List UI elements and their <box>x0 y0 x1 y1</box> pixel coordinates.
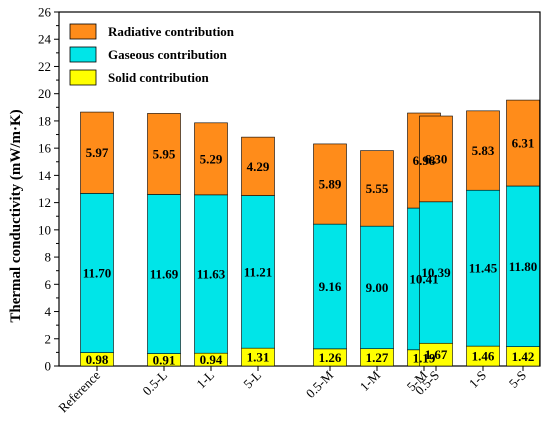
data-labels: 0.98 11.70 5.97 0.91 11.69 5.95 0.94 11.63 5.29 1… <box>83 136 538 368</box>
label-gaseous-9: 11.80 <box>509 259 538 274</box>
bar-gaseous-3 <box>241 195 275 349</box>
label-solid-5: 1.27 <box>366 350 389 365</box>
legend: Radiative contribution Gaseous contributi… <box>69 23 235 86</box>
y-tick-label: 8 <box>45 250 52 265</box>
y-tick-label: 26 <box>38 5 52 20</box>
x-tick-label: 0.5-M <box>303 367 337 401</box>
y-tick-label: 18 <box>38 113 51 128</box>
label-radiative-8: 5.83 <box>472 143 495 158</box>
label-solid-9: 1.42 <box>512 349 535 364</box>
label-radiative-0: 5.97 <box>86 145 109 160</box>
legend-label-1: Gaseous contribution <box>108 47 228 62</box>
x-tick-label: 1-L <box>193 367 217 391</box>
label-solid-7: 1.67 <box>425 347 448 362</box>
y-tick-label: 6 <box>45 277 52 292</box>
y-tick-label: 4 <box>45 304 52 319</box>
bar-radiative-7 <box>419 115 453 203</box>
label-gaseous-3: 11.21 <box>244 264 273 279</box>
x-tick-label: 0.5-L <box>139 367 170 398</box>
label-radiative-7: 6.30 <box>425 151 448 166</box>
label-solid-8: 1.46 <box>472 349 495 364</box>
y-tick-label: 10 <box>38 222 51 237</box>
legend-swatch-0 <box>69 23 97 40</box>
label-radiative-1: 5.95 <box>153 146 176 161</box>
label-gaseous-7: 10.39 <box>421 265 451 280</box>
bar-gaseous-5 <box>360 225 394 350</box>
label-radiative-9: 6.31 <box>512 136 535 151</box>
label-solid-0: 0.98 <box>86 352 109 367</box>
x-tick-label: 5-S <box>506 368 529 391</box>
bar-radiative-0 <box>80 111 114 194</box>
label-solid-1: 0.91 <box>153 352 176 367</box>
bar-gaseous-4 <box>313 223 347 350</box>
x-tick-label: 5-L <box>240 367 264 391</box>
label-gaseous-6: 10.41 <box>409 271 438 286</box>
legend-swatch-1 <box>69 46 97 63</box>
bar-radiative-1 <box>147 113 181 195</box>
label-gaseous-5: 9.00 <box>366 280 389 295</box>
y-tick-label: 2 <box>45 331 52 346</box>
bar-radiative-9 <box>506 99 540 187</box>
label-gaseous-2: 11.63 <box>197 267 226 282</box>
bar-gaseous-0 <box>80 193 114 353</box>
label-radiative-4: 5.89 <box>319 177 342 192</box>
y-tick-label: 16 <box>38 141 52 156</box>
bar-radiative-4 <box>313 143 347 225</box>
y-axis-title: Thermal conductivity (mW/m·K) <box>8 109 24 322</box>
y-tick-label: 12 <box>38 195 51 210</box>
label-radiative-3: 4.29 <box>247 159 270 174</box>
label-radiative-5: 5.55 <box>366 181 389 196</box>
label-gaseous-0: 11.70 <box>83 266 112 281</box>
bar-gaseous-2 <box>194 194 228 354</box>
label-radiative-6: 6.98 <box>413 153 436 168</box>
y-tick-label: 20 <box>38 86 51 101</box>
y-tick-label: 24 <box>38 32 52 47</box>
bar-gaseous-7 <box>419 201 453 344</box>
x-tick-label: Reference <box>55 367 103 415</box>
bar-gaseous-9 <box>506 185 540 347</box>
bar-radiative-2 <box>194 122 228 196</box>
bar-gaseous-8 <box>466 189 500 347</box>
label-gaseous-8: 11.45 <box>469 261 498 276</box>
bar-radiative-8 <box>466 110 500 191</box>
label-radiative-2: 5.29 <box>200 151 223 166</box>
legend-label-2: Solid contribution <box>108 70 210 85</box>
legend-swatch-2 <box>69 69 97 86</box>
bar-radiative-3 <box>241 136 275 196</box>
y-tick-label: 14 <box>38 168 52 183</box>
bars <box>80 99 540 367</box>
label-gaseous-4: 9.16 <box>319 279 342 294</box>
label-solid-6: 1.19 <box>413 350 436 365</box>
legend-label-0: Radiative contribution <box>108 24 235 39</box>
label-solid-4: 1.26 <box>319 350 342 365</box>
bar-gaseous-1 <box>147 194 181 354</box>
label-gaseous-1: 11.69 <box>150 267 179 282</box>
label-solid-2: 0.94 <box>200 352 223 367</box>
bar-radiative-5 <box>360 150 394 227</box>
label-solid-3: 1.31 <box>247 350 270 365</box>
y-tick-label: 0 <box>45 359 52 374</box>
y-tick-label: 22 <box>38 59 51 74</box>
x-tick-label: 1-M <box>357 367 384 394</box>
x-tick-label: 1-S <box>466 368 489 391</box>
